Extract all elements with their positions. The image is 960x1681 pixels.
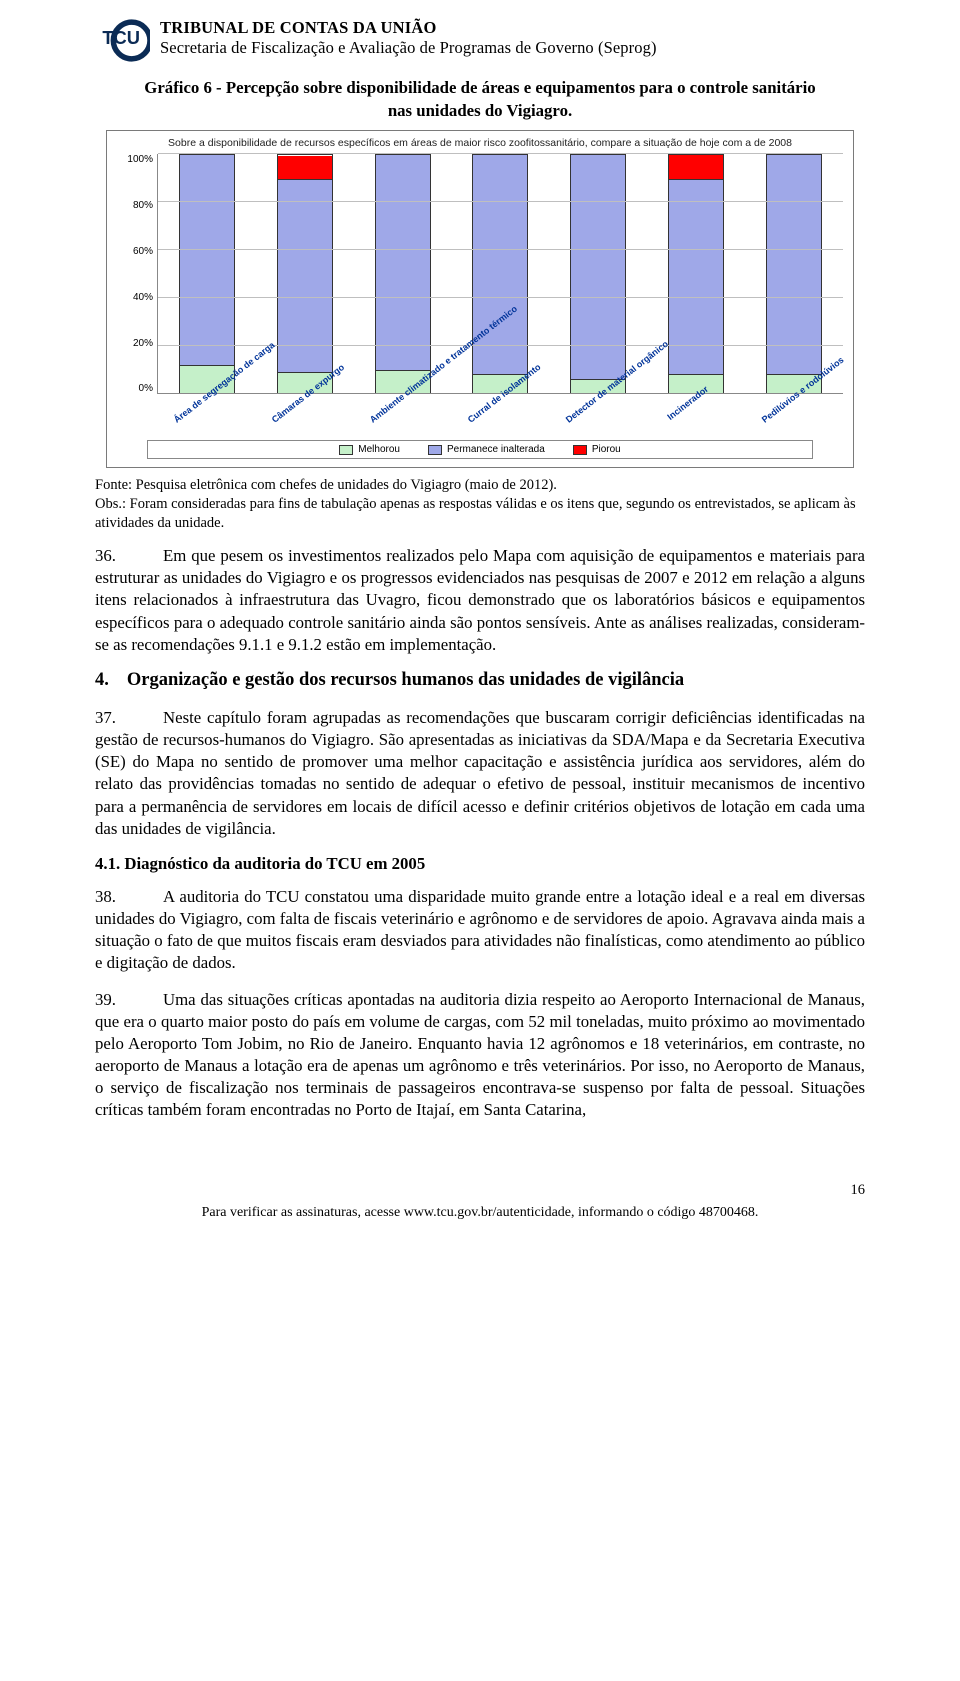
bar-group (765, 154, 823, 393)
para-number: 36. (95, 545, 163, 567)
para-number: 39. (95, 989, 163, 1011)
bar-stack (668, 154, 724, 393)
source-line2: Obs.: Foram consideradas para fins de ta… (95, 496, 856, 531)
tcu-logo: TCU (95, 18, 150, 63)
bar-group (374, 154, 432, 393)
chart-title: Sobre a disponibilidade de recursos espe… (117, 137, 843, 150)
page-header: TCU TRIBUNAL DE CONTAS DA UNIÃO Secretar… (95, 18, 865, 63)
bar-segment-inalterada (278, 179, 332, 372)
bar-group (276, 154, 334, 393)
subsection-4-1-heading: 4.1. Diagnóstico da auditoria do TCU em … (95, 854, 865, 874)
header-text: TRIBUNAL DE CONTAS DA UNIÃO Secretaria d… (160, 18, 657, 58)
bar-stack (472, 154, 528, 393)
paragraph-39: 39.Uma das situações críticas apontadas … (95, 989, 865, 1122)
bar-segment-piorou (669, 155, 723, 179)
y-tick-label: 80% (133, 200, 153, 211)
bar-stack (179, 154, 235, 393)
section-number: 4. (95, 670, 109, 690)
grid-line (158, 153, 843, 154)
bar-stack (570, 154, 626, 393)
page: TCU TRIBUNAL DE CONTAS DA UNIÃO Secretar… (0, 0, 960, 1251)
para-text: A auditoria do TCU constatou uma dispari… (95, 887, 865, 973)
figure-source: Fonte: Pesquisa eletrônica com chefes de… (95, 476, 865, 533)
page-number: 16 (95, 1182, 865, 1199)
bar-segment-piorou (278, 156, 332, 180)
bar-segment-inalterada (376, 155, 430, 369)
dept-title: Secretaria de Fiscalização e Avaliação d… (160, 38, 657, 58)
y-tick-label: 0% (139, 383, 153, 394)
para-number: 37. (95, 707, 163, 729)
section-title: Organização e gestão dos recursos humano… (127, 670, 684, 690)
bar-segment-inalterada (473, 155, 527, 374)
y-tick-label: 40% (133, 292, 153, 303)
bar-segment-inalterada (180, 155, 234, 364)
y-tick-label: 20% (133, 338, 153, 349)
grid-line (158, 345, 843, 346)
para-number: 38. (95, 886, 163, 908)
figure-title: Gráfico 6 - Percepção sobre disponibilid… (95, 77, 865, 122)
legend: MelhorouPermanece inalteradaPiorou (147, 440, 813, 459)
grid-line (158, 201, 843, 202)
legend-swatch (339, 445, 353, 455)
bar-segment-inalterada (767, 155, 821, 374)
para-text: Em que pesem os investimentos realizados… (95, 546, 865, 654)
footer: Para verificar as assinaturas, acesse ww… (95, 1205, 865, 1221)
bar-stack (277, 154, 333, 393)
bar-group (178, 154, 236, 393)
y-tick-label: 100% (127, 154, 153, 165)
legend-swatch (428, 445, 442, 455)
bar-stack (375, 154, 431, 393)
paragraph-38: 38.A auditoria do TCU constatou uma disp… (95, 886, 865, 975)
legend-item: Piorou (573, 444, 621, 455)
plot-area: 100% 80% 60% 40% 20% 0% (117, 154, 843, 394)
chart-container: Sobre a disponibilidade de recursos espe… (106, 130, 854, 468)
svg-text:TCU: TCU (102, 27, 140, 48)
bar-stack (766, 154, 822, 393)
grid-line (158, 249, 843, 250)
legend-swatch (573, 445, 587, 455)
paragraph-36: 36.Em que pesem os investimentos realiza… (95, 545, 865, 656)
figure-title-line2: nas unidades do Vigiagro. (388, 101, 572, 120)
y-tick-label: 60% (133, 246, 153, 257)
org-title: TRIBUNAL DE CONTAS DA UNIÃO (160, 18, 657, 38)
para-text: Neste capítulo foram agrupadas as recome… (95, 708, 865, 838)
bar-group (569, 154, 627, 393)
x-axis-labels: Área de segregação de cargaCâmaras de ex… (157, 394, 843, 436)
paragraph-37: 37.Neste capítulo foram agrupadas as rec… (95, 707, 865, 840)
section-4-heading: 4. Organização e gestão dos recursos huma… (95, 670, 865, 691)
figure-title-line1: Gráfico 6 - Percepção sobre disponibilid… (144, 78, 815, 97)
bar-group (471, 154, 529, 393)
para-text: Uma das situações críticas apontadas na … (95, 990, 865, 1120)
grid-line (158, 297, 843, 298)
source-line1: Fonte: Pesquisa eletrônica com chefes de… (95, 477, 557, 493)
y-axis: 100% 80% 60% 40% 20% 0% (117, 154, 157, 394)
legend-item: Permanece inalterada (428, 444, 545, 455)
bar-group (667, 154, 725, 393)
